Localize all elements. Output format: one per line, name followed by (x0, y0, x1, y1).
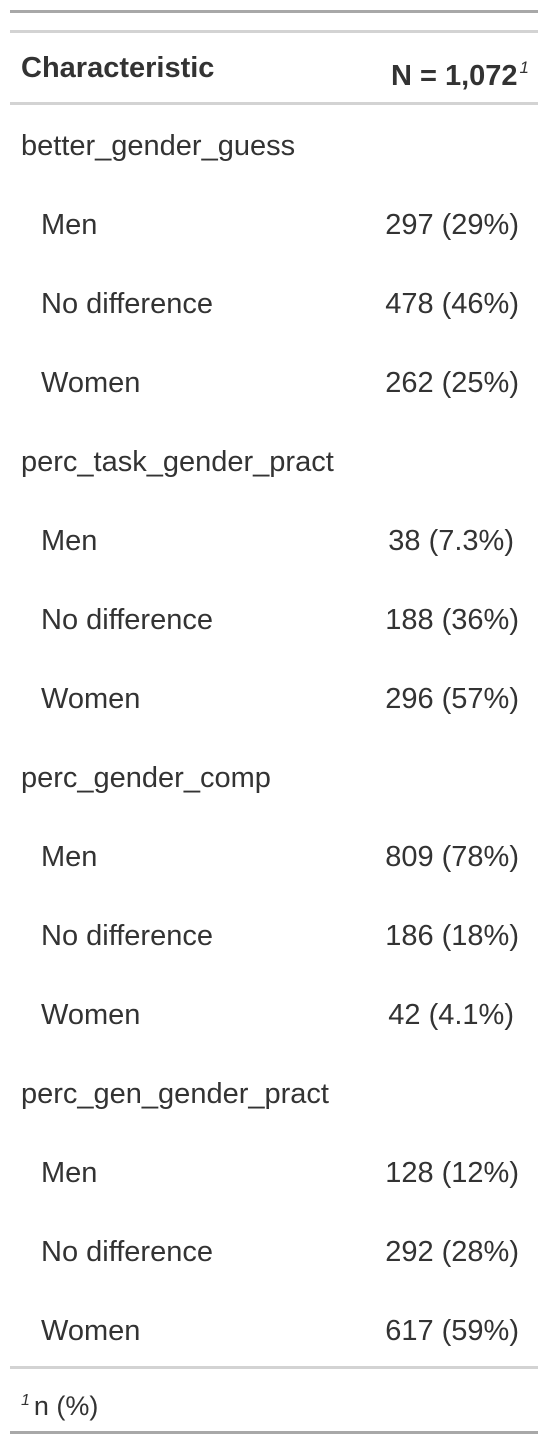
table-row: No difference 478 (46%) (10, 263, 538, 342)
table-header-rule (10, 102, 538, 105)
level-value: 296 (57%) (385, 683, 519, 715)
table-body: better_gender_guess Men 297 (29%) No dif… (10, 105, 538, 1369)
table-header-row: Characteristic N = 1,072 1 (10, 33, 538, 103)
level-value: 38 (7.3%) (388, 525, 514, 557)
header-n-value: N = 1,072 (390, 60, 518, 92)
table-group-row: perc_gen_gender_pract (10, 1053, 538, 1132)
table-group-row: better_gender_guess (10, 105, 538, 184)
table-row: Men 809 (78%) (10, 816, 538, 895)
level-label: No difference (41, 604, 213, 636)
table-footer-rule (10, 1366, 538, 1369)
level-value: 42 (4.1%) (388, 999, 514, 1031)
level-label: No difference (41, 288, 213, 320)
level-label: No difference (41, 1236, 213, 1268)
level-value: 292 (28%) (385, 1236, 519, 1268)
summary-table: Characteristic N = 1,072 1 better_gender_… (10, 0, 538, 1445)
group-label: better_gender_guess (21, 130, 296, 162)
header-footnote-mark: 1 (519, 58, 529, 77)
level-label: Men (41, 841, 98, 873)
table-row: Women 296 (57%) (10, 658, 538, 737)
level-label: Women (41, 683, 141, 715)
table-group-row: perc_task_gender_pract (10, 421, 538, 500)
footnote-mark: 1 (21, 1392, 30, 1409)
table-row: Women 617 (59%) (10, 1290, 538, 1369)
table-row: Men 128 (12%) (10, 1132, 538, 1211)
table-row: No difference 186 (18%) (10, 895, 538, 974)
group-label: perc_gen_gender_pract (21, 1078, 329, 1110)
level-label: Women (41, 367, 141, 399)
level-value: 809 (78%) (385, 841, 519, 873)
level-label: Women (41, 1315, 141, 1347)
table-row: No difference 188 (36%) (10, 579, 538, 658)
level-value: 186 (18%) (385, 920, 519, 952)
level-value: 478 (46%) (385, 288, 519, 320)
table-row: Men 297 (29%) (10, 184, 538, 263)
table-row: Women 262 (25%) (10, 342, 538, 421)
level-label: Men (41, 209, 98, 241)
level-label: Men (41, 525, 98, 557)
level-label: Women (41, 999, 141, 1031)
table-top-inner-rule (10, 30, 538, 33)
level-label: Men (41, 1157, 98, 1189)
footnote-text: n (%) (33, 1391, 99, 1421)
level-label: No difference (41, 920, 213, 952)
header-n-total: N = 1,072 1 (391, 33, 529, 111)
table-top-rule (10, 10, 538, 13)
table-row: No difference 292 (28%) (10, 1211, 538, 1290)
group-label: perc_task_gender_pract (21, 446, 334, 478)
level-value: 617 (59%) (385, 1315, 519, 1347)
level-value: 128 (12%) (385, 1157, 519, 1189)
header-characteristic: Characteristic (21, 52, 215, 84)
table-row: Women 42 (4.1%) (10, 974, 538, 1053)
table-bottom-rule (10, 1431, 538, 1434)
level-value: 188 (36%) (385, 604, 519, 636)
table-row: Men 38 (7.3%) (10, 500, 538, 579)
level-value: 297 (29%) (385, 209, 519, 241)
level-value: 262 (25%) (385, 367, 519, 399)
table-group-row: perc_gender_comp (10, 737, 538, 816)
group-label: perc_gender_comp (21, 762, 271, 794)
